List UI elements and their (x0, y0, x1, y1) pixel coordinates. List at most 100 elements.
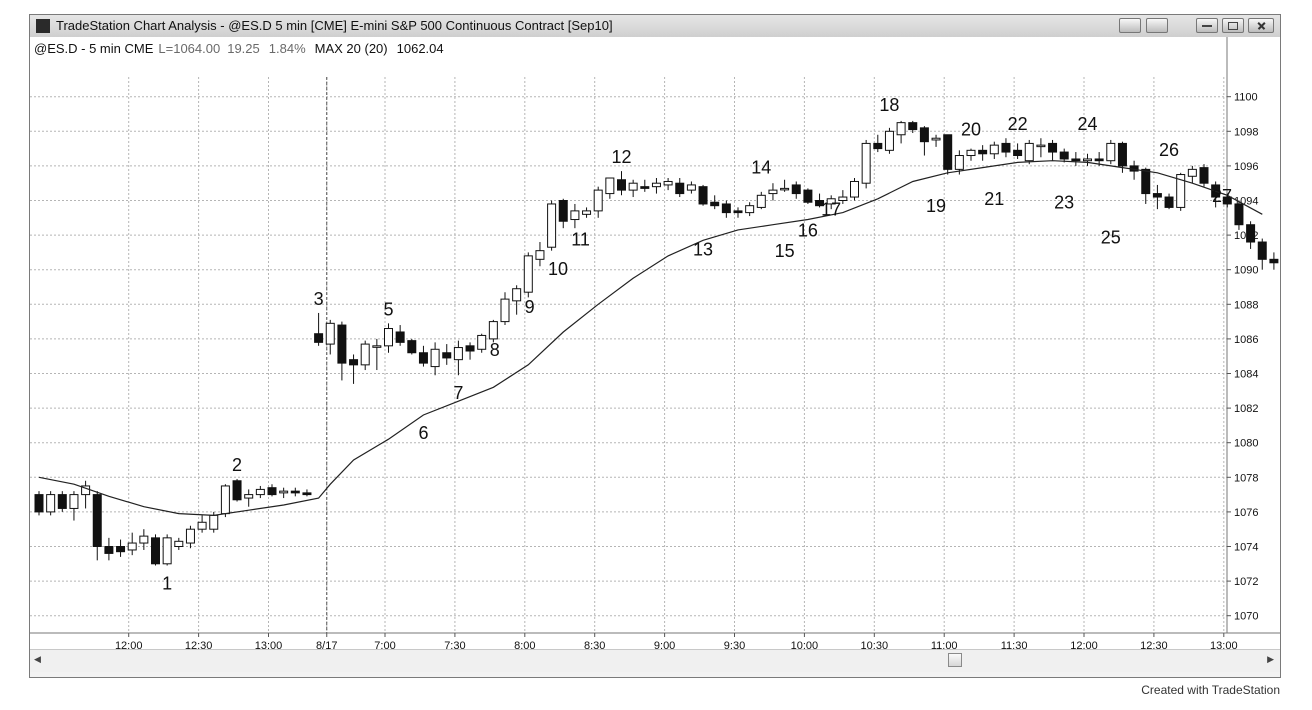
candle-body (710, 201, 720, 207)
time-tick-label: 12:00 (1070, 640, 1098, 649)
candle (989, 141, 999, 159)
time-tick-label: 10:30 (861, 640, 889, 649)
candle (593, 186, 603, 218)
candle (197, 515, 207, 533)
annotation-label: 2 (232, 455, 242, 475)
candle (92, 491, 102, 561)
candle (407, 338, 417, 355)
candle-body (966, 149, 976, 157)
candle-body (325, 322, 335, 345)
candle (640, 179, 650, 192)
candle (768, 183, 778, 201)
candle (978, 145, 988, 161)
price-chart[interactable]: 1070107210741076107810801082108410861088… (30, 37, 1280, 649)
candle-body (209, 514, 219, 530)
price-tick-label: 1082 (1234, 403, 1258, 415)
grid (30, 77, 1227, 633)
candle-body (896, 122, 906, 136)
candle-body (279, 490, 289, 494)
candle (605, 177, 615, 199)
candle-body (442, 352, 452, 359)
candle (1059, 148, 1069, 163)
time-tick-label: 9:00 (654, 640, 675, 649)
horizontal-scrollbar[interactable]: ◀ ▶ (30, 649, 1280, 672)
candle-body (1013, 149, 1023, 157)
price-tick-label: 1072 (1234, 576, 1258, 588)
candle (1141, 167, 1151, 204)
candle-body (1001, 142, 1011, 153)
candle (174, 537, 184, 550)
price-tick-label: 1100 (1234, 92, 1258, 104)
annotation-label: 25 (1101, 227, 1121, 247)
candle (791, 181, 801, 199)
candle-body (1269, 258, 1279, 264)
candle (57, 491, 67, 512)
title-bar[interactable]: TradeStation Chart Analysis - @ES.D 5 mi… (30, 15, 1280, 38)
candle-body (465, 345, 475, 352)
annotation-label: 3 (314, 289, 324, 309)
moving-average-line (38, 160, 1263, 517)
annotation-label: 13 (693, 239, 713, 259)
annotation-label: 11 (571, 229, 590, 249)
price-tick-label: 1084 (1234, 369, 1258, 381)
candle-body (139, 535, 149, 544)
scroll-thumb[interactable] (948, 653, 962, 667)
annotation-label: 27 (1212, 186, 1232, 206)
scroll-right-arrow-icon[interactable]: ▶ (1267, 654, 1274, 664)
candle-body (512, 288, 522, 302)
candle-body (593, 189, 603, 212)
candle (1106, 139, 1116, 165)
candle (453, 340, 463, 376)
window-title: TradeStation Chart Analysis - @ES.D 5 mi… (56, 18, 613, 33)
annotation-label: 5 (383, 299, 393, 319)
candle-body (57, 494, 67, 509)
candle-body (232, 480, 242, 501)
time-tick-label: 11:00 (931, 640, 958, 649)
candle (628, 179, 638, 198)
candle (255, 485, 265, 499)
candle (104, 537, 114, 561)
candle (815, 193, 825, 208)
minimize-button[interactable] (1196, 18, 1218, 33)
candle-body (418, 352, 428, 364)
candle (523, 252, 533, 298)
candle-body (756, 194, 766, 208)
minimize-icon (1202, 25, 1212, 27)
candle-body (745, 205, 755, 214)
price-tick-label: 1096 (1234, 161, 1258, 173)
annotation-label: 15 (775, 241, 795, 261)
candle-body (1094, 158, 1104, 162)
header-last: L=1064.00 (158, 41, 220, 56)
candle (279, 487, 289, 499)
candle-body (174, 540, 184, 547)
link-icon[interactable] (1119, 18, 1141, 33)
candle-body (1036, 144, 1046, 148)
candle (838, 190, 848, 204)
annotation-label: 23 (1054, 193, 1074, 213)
candle-body (768, 189, 778, 195)
candle (46, 491, 56, 516)
candle-body (453, 347, 463, 361)
candle-body (384, 328, 393, 347)
price-tick-label: 1088 (1234, 299, 1258, 311)
close-button[interactable] (1248, 18, 1274, 33)
price-tick-label: 1086 (1234, 334, 1258, 346)
maximize-button[interactable] (1222, 18, 1244, 33)
annotation-label: 18 (879, 95, 899, 115)
candle (1152, 184, 1162, 210)
price-tick-label: 1090 (1234, 265, 1258, 277)
annotation-label: 24 (1077, 114, 1097, 134)
header-indicator: MAX 20 (20) (315, 41, 388, 56)
header-indicator-value: 1062.04 (397, 41, 444, 56)
symbol-link-icon[interactable] (1146, 18, 1168, 33)
candle (826, 195, 836, 210)
candle-body (721, 203, 731, 214)
candle-body (558, 200, 568, 222)
candle-body (1117, 142, 1127, 167)
app-icon (36, 19, 50, 33)
scroll-left-arrow-icon[interactable]: ◀ (34, 654, 41, 664)
candle (151, 534, 160, 566)
candle (1187, 165, 1197, 184)
candle-body (535, 250, 545, 260)
candle (162, 534, 172, 566)
